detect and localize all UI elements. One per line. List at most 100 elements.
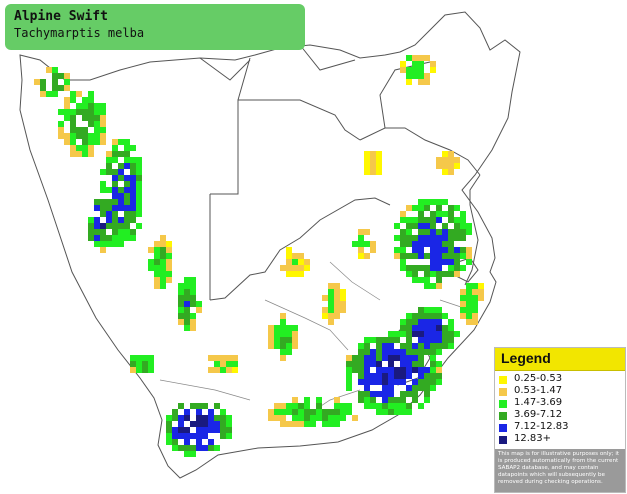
distribution-cell (448, 229, 454, 235)
distribution-cell (154, 247, 160, 253)
distribution-cell (412, 397, 418, 403)
border-namibia-botswana (209, 57, 361, 300)
distribution-cell (376, 163, 382, 169)
distribution-cell (118, 217, 124, 223)
distribution-cell (178, 319, 184, 325)
distribution-cell (376, 403, 382, 409)
distribution-cell (442, 169, 448, 175)
distribution-cell (430, 217, 436, 223)
distribution-cell (400, 343, 406, 349)
distribution-cell (130, 367, 136, 373)
distribution-cell (400, 211, 406, 217)
distribution-cell (358, 379, 364, 385)
distribution-cell (130, 235, 136, 241)
distribution-cell (184, 451, 190, 457)
distribution-cell (358, 361, 364, 367)
distribution-cell (220, 433, 226, 439)
distribution-cell (94, 133, 100, 139)
distribution-cell (364, 343, 370, 349)
distribution-cell (298, 259, 304, 265)
distribution-cell (466, 259, 472, 265)
distribution-cell (382, 349, 388, 355)
distribution-cell (364, 385, 370, 391)
legend-label: 3.69-7.12 (514, 409, 563, 420)
distribution-cell (364, 391, 370, 397)
distribution-cell (436, 277, 442, 283)
distribution-cell (400, 379, 406, 385)
distribution-cell (88, 133, 94, 139)
distribution-cell (136, 157, 142, 163)
distribution-cell (430, 325, 436, 331)
distribution-cell (70, 127, 76, 133)
distribution-cell (370, 337, 376, 343)
distribution-cell (280, 337, 286, 343)
distribution-cell (448, 343, 454, 349)
distribution-cell (100, 223, 106, 229)
distribution-cell (214, 415, 220, 421)
distribution-cell (424, 391, 430, 397)
distribution-cell (388, 385, 394, 391)
distribution-cell (286, 337, 292, 343)
distribution-cell (442, 253, 448, 259)
distribution-cell (148, 247, 154, 253)
distribution-cell (292, 421, 298, 427)
legend-panel: Legend 0.25-0.53 0.53-1.47 1.47-3.69 3.6… (494, 347, 626, 493)
distribution-cell (280, 265, 286, 271)
distribution-cell (196, 403, 202, 409)
distribution-cell (184, 319, 190, 325)
distribution-cell (202, 421, 208, 427)
distribution-cell (82, 139, 88, 145)
distribution-cell (424, 385, 430, 391)
distribution-cell (394, 223, 400, 229)
distribution-cell (100, 139, 106, 145)
distribution-cell (424, 271, 430, 277)
distribution-cell (430, 223, 436, 229)
distribution-cell (448, 253, 454, 259)
distribution-cell (352, 355, 358, 361)
distribution-cell (376, 379, 382, 385)
distribution-cell (112, 205, 118, 211)
distribution-cell (112, 199, 118, 205)
distribution-cell (52, 85, 58, 91)
distribution-cell (166, 277, 172, 283)
distribution-cell (406, 409, 412, 415)
distribution-cell (388, 403, 394, 409)
distribution-cell (412, 55, 418, 61)
distribution-cell (460, 253, 466, 259)
distribution-cell (406, 343, 412, 349)
distribution-cell (412, 385, 418, 391)
distribution-cell (196, 421, 202, 427)
distribution-cell (448, 217, 454, 223)
distribution-cell (394, 355, 400, 361)
distribution-cell (358, 349, 364, 355)
distribution-cell (448, 265, 454, 271)
distribution-cell (322, 415, 328, 421)
distribution-cell (358, 367, 364, 373)
distribution-cell (178, 295, 184, 301)
distribution-cell (148, 367, 154, 373)
distribution-cell (418, 229, 424, 235)
distribution-cell (70, 115, 76, 121)
distribution-cell (160, 277, 166, 283)
distribution-cell (124, 205, 130, 211)
distribution-cell (424, 349, 430, 355)
distribution-cell (472, 289, 478, 295)
distribution-cell (370, 355, 376, 361)
distribution-cell (94, 241, 100, 247)
distribution-cell (412, 253, 418, 259)
distribution-cell (376, 409, 382, 415)
distribution-cell (190, 319, 196, 325)
distribution-cell (118, 151, 124, 157)
distribution-cell (70, 91, 76, 97)
distribution-cell (418, 373, 424, 379)
distribution-cell (388, 373, 394, 379)
distribution-cell (406, 79, 412, 85)
distribution-cell (88, 91, 94, 97)
distribution-cell (136, 187, 142, 193)
distribution-cell (160, 247, 166, 253)
distribution-cell (424, 73, 430, 79)
distribution-cell (442, 157, 448, 163)
distribution-cell (112, 151, 118, 157)
distribution-cell (298, 403, 304, 409)
distribution-cell (214, 367, 220, 373)
